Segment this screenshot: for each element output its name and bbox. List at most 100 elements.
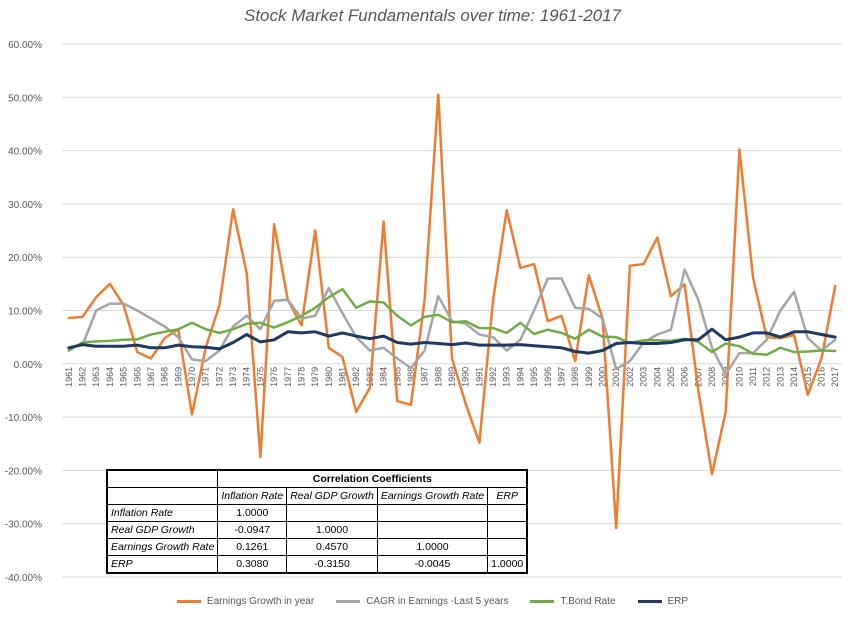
x-tick-label: 2010	[734, 367, 744, 387]
x-tick-label: 1982	[351, 367, 361, 387]
table-cell: -0.3150	[286, 555, 378, 574]
x-tick-label: 2009	[721, 367, 731, 387]
x-tick-label: 1966	[132, 367, 142, 387]
x-tick-label: 1993	[502, 367, 512, 387]
legend-swatch	[336, 600, 361, 603]
x-tick-label: 1971	[201, 367, 211, 387]
x-tick-label: 2012	[762, 367, 772, 387]
column-header: ERP	[487, 487, 528, 505]
table-corner-cell	[106, 487, 219, 505]
x-tick-label: 2004	[652, 367, 662, 387]
table-cell: 1.0000	[487, 555, 528, 574]
x-tick-label: 1967	[146, 367, 156, 387]
table-cell: -0.0947	[217, 521, 288, 539]
x-tick-label: 2003	[639, 367, 649, 387]
x-tick-label: 1987	[420, 367, 430, 387]
x-tick-label: 1985	[392, 367, 402, 387]
x-tick-label: 2002	[625, 367, 635, 387]
x-tick-label: 2015	[803, 367, 813, 387]
row-header: ERP	[106, 555, 219, 574]
table-cell: -0.0045	[376, 555, 489, 574]
x-tick-label: 1961	[64, 367, 74, 387]
row-header: Inflation Rate	[106, 504, 219, 522]
chart-legend: Earnings Growth in year CAGR in Earnings…	[0, 596, 865, 607]
legend-item: CAGR in Earnings -Last 5 years	[336, 596, 508, 607]
x-tick-label: 1998	[570, 367, 580, 387]
chart-title: Stock Market Fundamentals over time: 196…	[243, 6, 622, 25]
x-tick-label: 2011	[748, 367, 758, 386]
x-tick-label: 1972	[214, 367, 224, 387]
legend-label: T.Bond Rate	[560, 596, 616, 607]
x-tick-label: 2008	[707, 367, 717, 387]
table-cell: 1.0000	[376, 538, 489, 556]
legend-label: ERP	[667, 596, 689, 607]
table-corner	[107, 470, 218, 488]
x-tick-label: 1975	[255, 367, 265, 387]
y-tick-label: -20.00%	[5, 466, 42, 477]
y-tick-label: 30.00%	[8, 200, 42, 211]
series-line	[67, 327, 837, 355]
x-tick-label: 1999	[584, 367, 594, 387]
y-tick-label: -10.00%	[5, 413, 42, 424]
y-tick-label: 0.00%	[14, 360, 42, 371]
column-header: Inflation Rate	[217, 487, 288, 505]
legend-label: CAGR in Earnings -Last 5 years	[366, 596, 509, 607]
x-tick-label: 1979	[310, 367, 320, 387]
table-cell	[487, 504, 528, 522]
x-tick-label: 1989	[447, 367, 457, 387]
x-tick-label: 2001	[611, 367, 621, 387]
column-header: Earnings Growth Rate	[376, 487, 489, 505]
table-row: ERP 0.3080 -0.3150 -0.0045 1.0000	[106, 555, 528, 574]
x-tick-label: 1994	[515, 367, 525, 387]
y-tick-label: 60.00%	[8, 40, 42, 51]
legend-label: Earnings Growth in year	[206, 596, 315, 607]
x-tick-label: 1970	[187, 367, 197, 387]
legend-item: T.Bond Rate	[530, 596, 616, 607]
x-tick-label: 1997	[556, 367, 566, 387]
y-tick-label: -40.00%	[5, 573, 42, 584]
x-tick-label: 2013	[775, 367, 785, 387]
legend-item: Earnings Growth in year	[176, 596, 315, 607]
x-tick-label: 1974	[242, 367, 252, 387]
legend-swatch	[637, 600, 662, 603]
table-cell: 1.0000	[286, 521, 378, 539]
table-row: Inflation Rate 1.0000	[106, 504, 528, 522]
x-tick-label: 1965	[119, 367, 129, 387]
x-tick-label: 1976	[269, 367, 279, 387]
table-cell: 1.0000	[217, 504, 288, 522]
table-cell	[487, 521, 528, 539]
y-tick-label: -30.00%	[5, 520, 42, 531]
row-header: Earnings Growth Rate	[106, 538, 219, 556]
row-header: Real GDP Growth	[106, 521, 219, 539]
x-tick-label: 1962	[78, 367, 88, 387]
x-tick-label: 1981	[338, 367, 348, 387]
x-tick-label: 1986	[406, 367, 416, 387]
y-tick-label: 20.00%	[8, 253, 42, 264]
table-cell	[487, 538, 528, 556]
table-cell	[376, 504, 489, 522]
column-header: Real GDP Growth	[286, 487, 378, 505]
x-tick-label: 2006	[680, 367, 690, 387]
legend-swatch	[530, 600, 555, 603]
legend-item: ERP	[637, 596, 689, 607]
y-tick-label: 40.00%	[8, 147, 42, 158]
y-tick-label: 10.00%	[8, 307, 42, 318]
x-tick-label: 1969	[173, 367, 183, 387]
x-tick-label: 1968	[160, 367, 170, 387]
x-tick-label: 1991	[474, 367, 484, 387]
y-tick-label: 50.00%	[8, 93, 42, 104]
legend-swatch	[176, 600, 201, 603]
series-line	[67, 93, 837, 530]
series-line	[67, 287, 837, 356]
x-tick-label: 1980	[324, 367, 334, 387]
x-tick-label: 2016	[816, 367, 826, 387]
table-cell: 0.1261	[217, 538, 288, 556]
x-tick-label: 1977	[283, 367, 293, 387]
x-tick-label: 1990	[461, 367, 471, 387]
x-tick-label: 2007	[693, 367, 703, 387]
table-caption: Correlation Coefficients	[217, 469, 528, 488]
x-tick-label: 1992	[488, 367, 498, 387]
x-tick-label: 1984	[379, 367, 389, 387]
table-cell: 0.4570	[286, 538, 378, 556]
table-cell	[376, 521, 489, 539]
